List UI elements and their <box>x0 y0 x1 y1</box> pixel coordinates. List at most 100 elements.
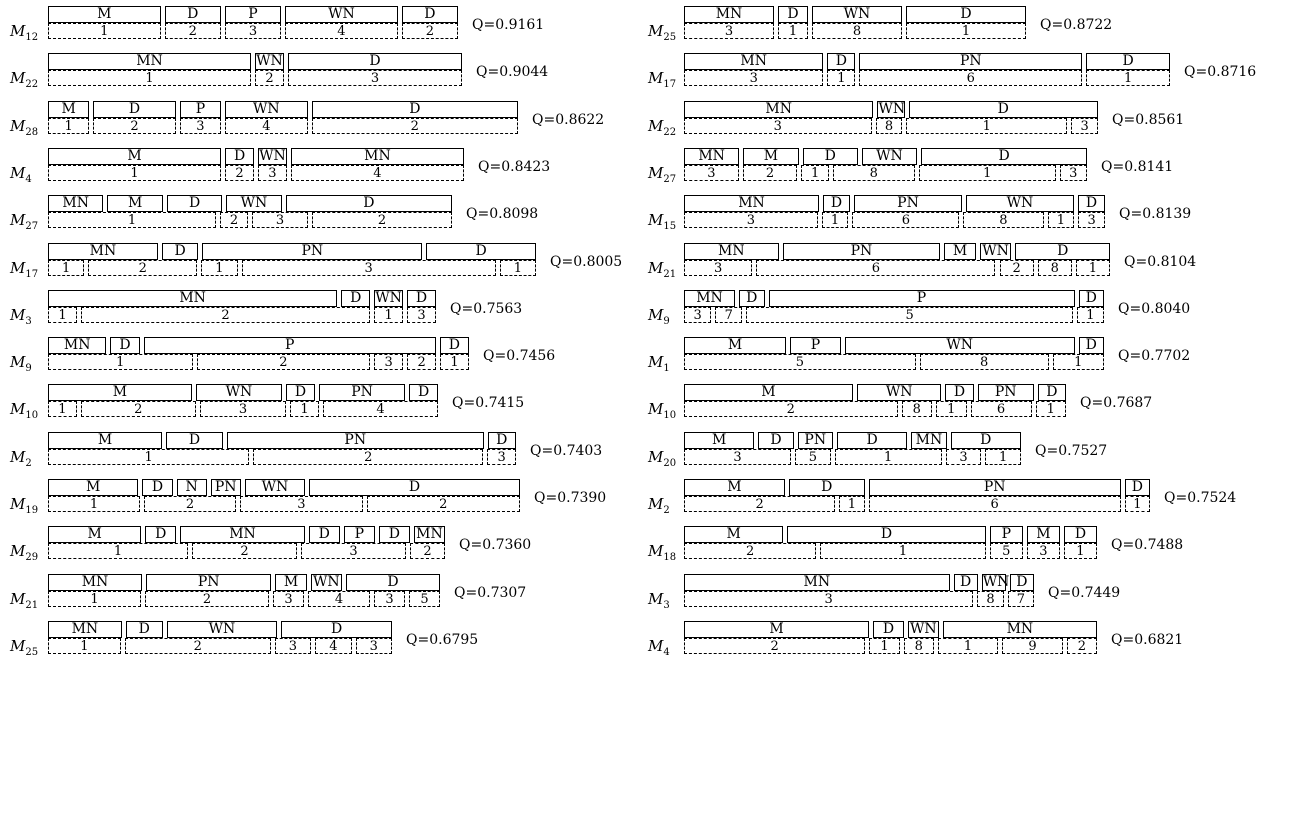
quality-score: Q=0.7449 <box>1048 584 1121 601</box>
position-box: 1 <box>1075 259 1110 276</box>
segment-box: D <box>906 6 1026 23</box>
position-box: 3 <box>199 401 287 418</box>
position-box: 7 <box>715 306 743 323</box>
segment-box: M <box>48 384 192 402</box>
model-label: M27 <box>648 165 676 185</box>
model-label-letter: M <box>10 542 26 561</box>
position-box: 3 <box>258 164 287 181</box>
model-label-index: 3 <box>663 599 670 611</box>
segment-box: D <box>778 6 808 23</box>
position-box: 3 <box>684 306 712 323</box>
position-box: 2 <box>225 164 254 181</box>
segment-box: MN <box>413 526 445 544</box>
position-box: 3 <box>684 70 824 87</box>
position-box: 8 <box>1037 259 1072 276</box>
segment-box: PN <box>868 479 1121 496</box>
position-box: 2 <box>999 259 1034 276</box>
model-label-letter: M <box>648 69 664 88</box>
position-box: 3 <box>288 70 462 87</box>
model-label: M2 <box>648 497 670 516</box>
segment-box: MN <box>684 195 819 213</box>
position-box: 3 <box>684 117 872 134</box>
segment-box: MN <box>48 620 122 638</box>
model-label: M21 <box>10 591 38 611</box>
position-box: 3 <box>252 212 308 229</box>
model-label-index: 4 <box>663 646 670 658</box>
position-box: 3 <box>407 306 436 323</box>
segment-box: MN <box>942 620 1097 638</box>
quality-score: Q=0.7527 <box>1035 442 1108 459</box>
segment-box: M <box>48 100 90 118</box>
segment-box: D <box>378 526 410 544</box>
segment-box: WN <box>861 147 918 165</box>
model-label: M9 <box>10 355 32 374</box>
model-label-letter: M <box>648 305 664 324</box>
position-box: 2 <box>164 23 221 39</box>
segment-box: D <box>1015 242 1110 260</box>
segment-box: D <box>945 384 974 402</box>
position-box: 2 <box>80 401 196 418</box>
segment-box: MN <box>48 337 107 355</box>
quality-score: Q=0.7687 <box>1080 395 1153 412</box>
segment-box: D <box>110 337 140 355</box>
position-box: 1 <box>801 164 829 181</box>
model-label-index: 21 <box>663 268 677 280</box>
segment-box: MN <box>684 147 740 165</box>
segment-box: D <box>439 337 469 355</box>
position-box: 1 <box>48 543 188 560</box>
position-box: 3 <box>1059 164 1087 181</box>
model-label-letter: M <box>10 447 26 466</box>
model-label-index: 18 <box>663 552 677 564</box>
quality-score: Q=0.7524 <box>1164 490 1237 506</box>
segment-box: D <box>787 526 986 544</box>
segment-box: D <box>311 100 518 118</box>
quality-score: Q=0.8423 <box>478 158 551 175</box>
position-box: 6 <box>868 496 1121 512</box>
model-label: M25 <box>648 24 676 43</box>
segment-box: PN <box>859 53 1083 71</box>
position-box: 4 <box>290 164 464 181</box>
position-box: 3 <box>684 259 753 276</box>
position-box: 1 <box>48 70 251 87</box>
segment-box: MN <box>48 289 338 307</box>
segment-box: MN <box>684 242 779 260</box>
quality-score: Q=0.8040 <box>1118 300 1191 317</box>
segment-box: D <box>739 289 765 307</box>
position-box: 1 <box>48 354 193 371</box>
position-box: 6 <box>970 401 1032 418</box>
position-box: 3 <box>355 637 392 654</box>
segment-box: D <box>1086 53 1170 71</box>
model-label: M22 <box>10 71 38 90</box>
position-box: 3 <box>684 448 791 465</box>
model-label-index: 17 <box>663 79 677 91</box>
quality-score: Q=0.7307 <box>454 584 527 601</box>
segment-box: D <box>407 289 436 307</box>
segment-box: D <box>823 195 850 213</box>
quality-score: Q=0.9161 <box>472 17 545 33</box>
position-box: 1 <box>48 212 216 229</box>
model-label-letter: M <box>10 636 26 655</box>
quality-score: Q=0.7563 <box>450 300 523 317</box>
quality-score: Q=0.6821 <box>1111 631 1184 648</box>
segment-box: D <box>1009 573 1034 591</box>
quality-score: Q=0.8139 <box>1119 206 1192 223</box>
model-label: M4 <box>648 636 670 658</box>
segment-box: D <box>950 431 1021 449</box>
model-label-letter: M <box>648 22 664 40</box>
position-box: 1 <box>201 259 238 276</box>
position-box: 2 <box>253 448 484 465</box>
position-box: 1 <box>1086 70 1170 87</box>
position-box: 2 <box>684 496 836 512</box>
position-box: 2 <box>684 637 866 654</box>
segment-box: N <box>176 479 207 496</box>
segment-box: D <box>225 147 254 165</box>
position-box: 3 <box>684 164 739 181</box>
segment-box: MN <box>48 53 251 71</box>
segment-box: P <box>143 337 436 355</box>
position-box: 3 <box>684 212 818 229</box>
model-label: M17 <box>648 71 676 90</box>
segment-box: D <box>308 526 340 544</box>
position-box: 1 <box>839 496 865 512</box>
position-box: 2 <box>366 496 520 512</box>
model-label-letter: M <box>648 636 664 655</box>
